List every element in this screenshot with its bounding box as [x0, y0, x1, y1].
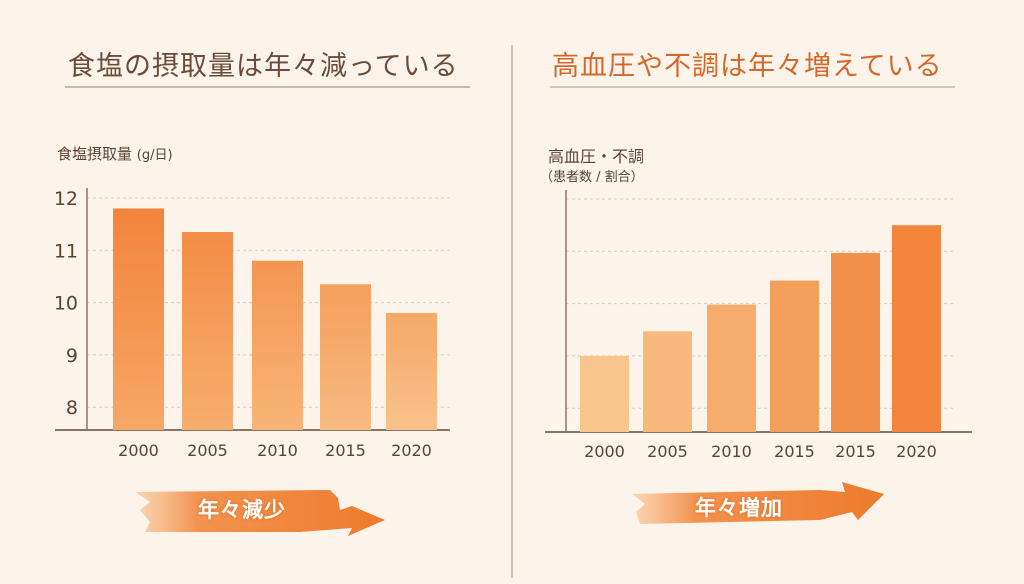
x-tick-label: 2015	[325, 441, 366, 460]
y-tick-label: 9	[66, 345, 78, 367]
right-y-axis-subtitle: （患者数 / 割合）	[540, 170, 644, 185]
right-chart: 2000 2005 2010 2015 2015 2020	[545, 190, 972, 461]
bar-2015	[831, 252, 880, 432]
x-tick-label: 2020	[391, 441, 432, 460]
left-y-axis-label: 食塩摂取量 (g/日)	[57, 143, 173, 164]
y-tick-label: 12	[54, 188, 78, 210]
bar-2010	[707, 304, 756, 432]
bar-2000	[580, 355, 629, 432]
bar-2020	[386, 313, 437, 430]
bar-2015	[770, 280, 819, 432]
y-tick-label: 11	[54, 240, 78, 262]
increase-badge-label: 年々増加	[695, 496, 783, 520]
bar-2005	[643, 331, 692, 432]
bar-2000	[113, 208, 164, 430]
x-tick-label: 2000	[584, 442, 625, 461]
y-tick-label: 8	[66, 397, 78, 419]
bar-2005	[182, 231, 233, 430]
x-tick-label: 2010	[257, 441, 298, 460]
x-tick-label: 2015	[774, 442, 815, 461]
x-tick-label: 2015	[835, 442, 876, 461]
left-y-axis-unit: (g/日)	[136, 148, 173, 163]
bar-2015	[320, 284, 371, 430]
decrease-arrow-icon	[135, 490, 385, 536]
right-chart-title: 高血圧や不調は年々増えている	[552, 51, 943, 82]
increase-arrow-icon	[632, 482, 884, 524]
left-y-axis-title: 食塩摂取量	[57, 145, 133, 163]
x-tick-label: 2010	[711, 442, 752, 461]
x-tick-label: 2005	[187, 441, 228, 460]
bar-2020	[892, 225, 941, 432]
decrease-badge-label: 年々減少	[198, 498, 286, 522]
left-chart: 8 9 10 11 12 2000 2005 2010 2015 2020	[54, 188, 450, 460]
right-y-axis-title: 高血圧・不調	[548, 147, 645, 166]
x-tick-label: 2000	[118, 441, 159, 460]
x-tick-label: 2020	[896, 442, 937, 461]
y-tick-label: 10	[54, 293, 78, 315]
bar-2010	[252, 260, 303, 430]
x-tick-label: 2005	[647, 442, 688, 461]
left-chart-title: 食塩の摂取量は年々減っている	[68, 51, 459, 82]
